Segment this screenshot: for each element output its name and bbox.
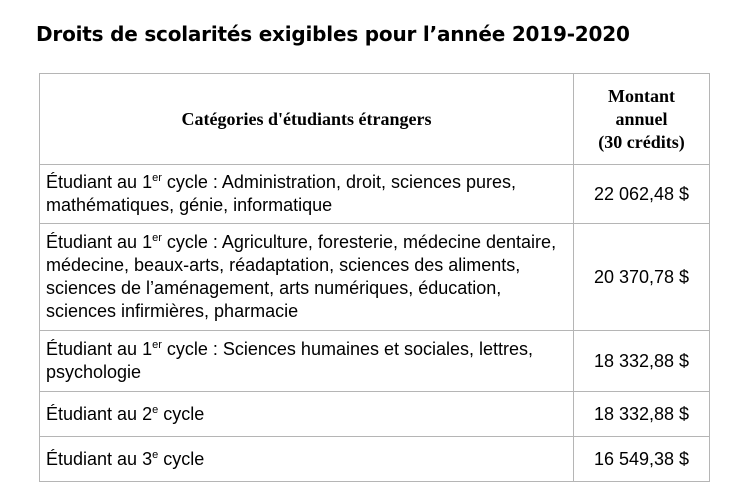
category-cell: Étudiant au 1er cycle : Sciences humaine… (39, 330, 574, 392)
amount-cell: 18 332,88 $ (573, 391, 710, 437)
header-amount: Montant annuel (30 crédits) (573, 73, 710, 165)
amount-cell: 16 549,38 $ (573, 436, 710, 482)
category-prefix: Étudiant au 3 (46, 448, 153, 469)
category-cell: Étudiant au 1er cycle : Administration, … (39, 164, 574, 224)
amount-cell: 20 370,78 $ (573, 223, 710, 331)
amount-cell: 22 062,48 $ (573, 164, 710, 224)
table-row: Étudiant au 1er cycle : Sciences humaine… (39, 330, 710, 392)
header-category: Catégories d'étudiants étrangers (39, 73, 574, 165)
category-prefix: Étudiant au 1 (46, 172, 153, 192)
header-amount-line: annuel (615, 108, 668, 129)
table-row: Étudiant au 1er cycle : Administration, … (39, 164, 710, 224)
amount-cell: 18 332,88 $ (573, 330, 710, 392)
ordinal-suffix: e (152, 403, 159, 416)
category-text: cycle : Administration, droit, sciences … (46, 172, 517, 215)
ordinal-suffix: er (152, 232, 162, 244)
ordinal-suffix: er (152, 339, 162, 351)
category-text: cycle (158, 403, 205, 424)
table-row: Étudiant au 3e cycle 16 549,38 $ (39, 436, 710, 482)
ordinal-suffix: er (152, 172, 162, 184)
category-prefix: Étudiant au 1 (46, 339, 153, 359)
page-title: Droits de scolarités exigibles pour l’an… (36, 22, 630, 46)
category-text: cycle (158, 448, 205, 469)
header-amount-line: Montant (608, 85, 675, 106)
table-header-row: Catégories d'étudiants étrangers Montant… (39, 73, 710, 165)
category-prefix: Étudiant au 2 (46, 403, 153, 424)
category-prefix: Étudiant au 1 (46, 232, 153, 252)
ordinal-suffix: e (152, 448, 159, 461)
category-cell: Étudiant au 3e cycle (39, 436, 574, 482)
table-row: Étudiant au 2e cycle 18 332,88 $ (39, 391, 710, 437)
category-text: cycle : Sciences humaines et sociales, l… (46, 339, 534, 382)
category-text: cycle : Agriculture, foresterie, médecin… (46, 232, 557, 321)
header-amount-line: (30 crédits) (598, 131, 685, 152)
table-row: Étudiant au 1er cycle : Agriculture, for… (39, 223, 710, 331)
category-cell: Étudiant au 1er cycle : Agriculture, for… (39, 223, 574, 331)
category-cell: Étudiant au 2e cycle (39, 391, 574, 437)
tuition-table: Catégories d'étudiants étrangers Montant… (39, 73, 710, 482)
